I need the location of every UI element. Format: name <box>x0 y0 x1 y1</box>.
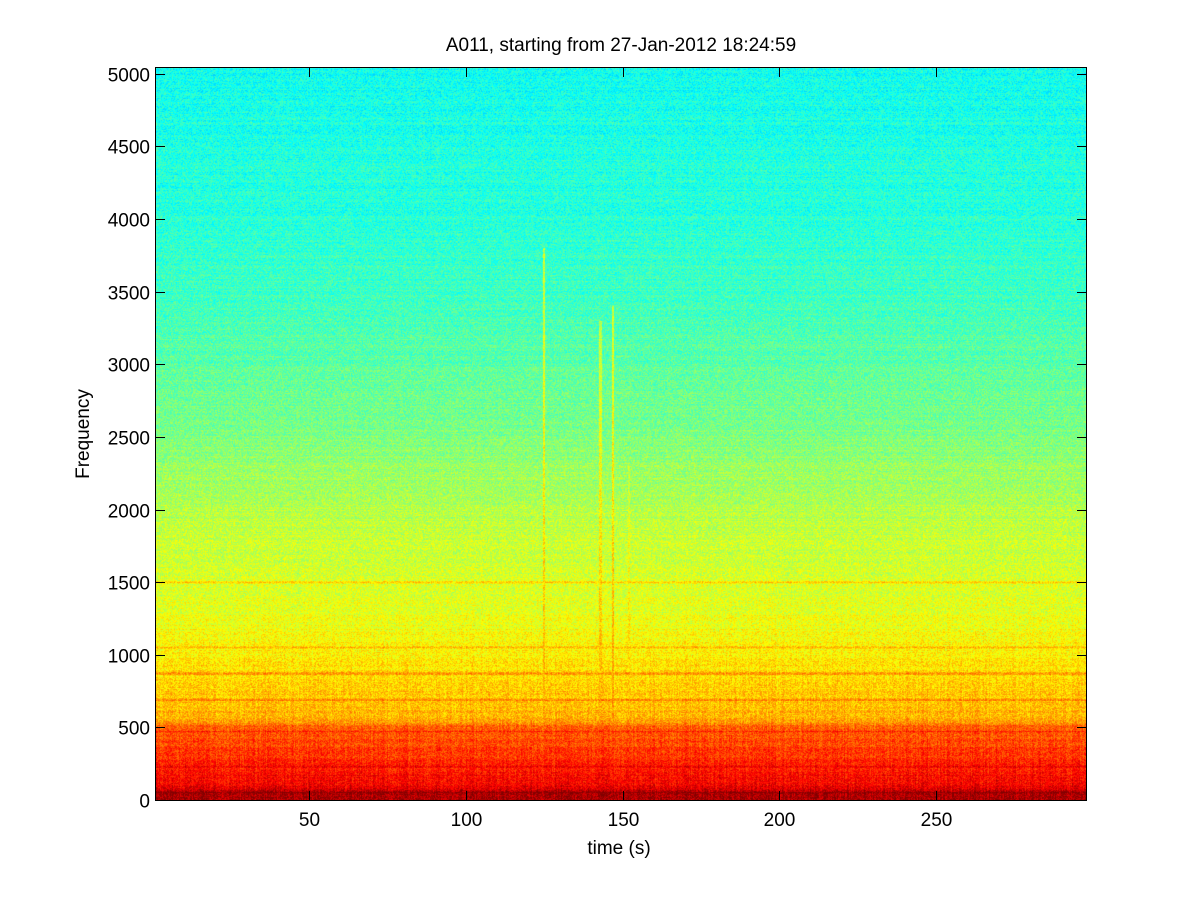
y-tick-label: 2500 <box>108 429 150 450</box>
y-tick-label: 1500 <box>108 574 150 595</box>
y-tick-label: 3500 <box>108 284 150 305</box>
x-tick-label: 100 <box>451 810 483 831</box>
y-tick-label: 5000 <box>108 66 150 87</box>
y-tick-label: 3000 <box>108 356 150 377</box>
y-tick-label: 500 <box>118 719 150 740</box>
y-tick-label: 4500 <box>108 138 150 159</box>
y-tick-label: 0 <box>139 792 150 813</box>
x-tick-label: 50 <box>299 810 320 831</box>
x-tick-label: 250 <box>921 810 953 831</box>
x-tick-label: 200 <box>764 810 796 831</box>
plot-frame <box>155 67 1087 801</box>
x-axis: 50 100 150 200 250 <box>299 68 952 831</box>
y-tick-label: 4000 <box>108 211 150 232</box>
x-tick-label: 150 <box>608 810 640 831</box>
y-tick-label: 2000 <box>108 502 150 523</box>
y-axis-label: Frequency <box>73 389 94 479</box>
x-axis-label: time (s) <box>587 838 650 859</box>
y-tick-label: 1000 <box>108 647 150 668</box>
spectrogram-image <box>156 68 1086 800</box>
chart-title: A011, starting from 27-Jan-2012 18:24:59 <box>446 35 796 56</box>
y-axis: 0 500 1000 1500 2000 2500 3000 3500 4000 4500 5000 <box>108 66 1086 813</box>
